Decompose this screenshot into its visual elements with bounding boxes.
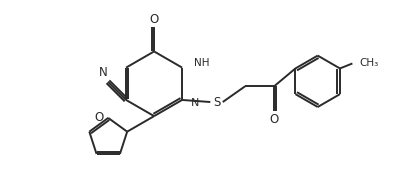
- Text: CH₃: CH₃: [359, 58, 379, 68]
- Text: O: O: [94, 111, 104, 124]
- Text: O: O: [270, 113, 279, 126]
- Text: S: S: [213, 96, 220, 109]
- Text: NH: NH: [194, 58, 209, 68]
- Text: N: N: [191, 98, 200, 108]
- Text: O: O: [149, 13, 159, 26]
- Text: N: N: [99, 66, 107, 79]
